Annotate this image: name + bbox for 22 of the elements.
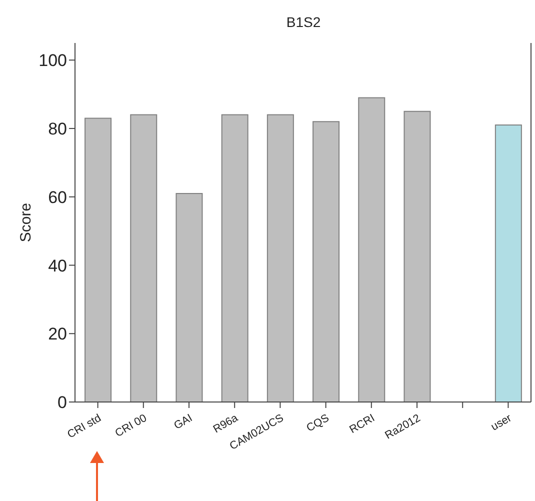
- chart-title: B1S2: [285, 14, 322, 30]
- bar: [221, 114, 248, 402]
- y-axis-title: Score: [17, 202, 34, 242]
- y-tick-label: 0: [58, 393, 67, 412]
- y-tick-label: 100: [38, 51, 67, 70]
- bar: [176, 192, 203, 402]
- x-tick-label: CQS: [304, 412, 332, 435]
- bar: [494, 124, 522, 402]
- y-tick-label: 80: [48, 120, 67, 139]
- x-tick-label: user: [489, 412, 514, 434]
- y-tick-label: 40: [48, 256, 67, 276]
- x-tick-label: CRI std: [66, 412, 104, 441]
- bar: [312, 121, 340, 402]
- bar: [266, 114, 294, 402]
- bar: [84, 118, 112, 402]
- bar: [358, 97, 386, 402]
- x-tick-label: CRI 00: [113, 412, 149, 440]
- y-tick-label: 60: [48, 188, 67, 207]
- x-tick-label: GAI: [172, 412, 194, 432]
- bar: [130, 114, 158, 402]
- bar: [404, 110, 431, 402]
- y-tick-label: 20: [48, 324, 67, 344]
